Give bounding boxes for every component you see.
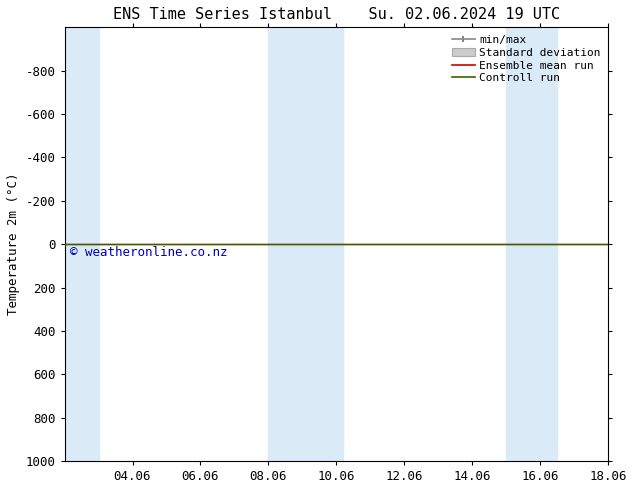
Bar	[302, 27, 343, 461]
Bar	[507, 27, 557, 461]
Y-axis label: Temperature 2m (°C): Temperature 2m (°C)	[7, 173, 20, 316]
Legend: min/max, Standard deviation, Ensemble mean run, Controll run: min/max, Standard deviation, Ensemble me…	[450, 33, 603, 86]
Title: ENS Time Series Istanbul    Su. 02.06.2024 19 UTC: ENS Time Series Istanbul Su. 02.06.2024 …	[113, 7, 560, 22]
Bar	[65, 27, 98, 461]
Bar	[268, 27, 302, 461]
Text: © weatheronline.co.nz: © weatheronline.co.nz	[70, 246, 228, 259]
